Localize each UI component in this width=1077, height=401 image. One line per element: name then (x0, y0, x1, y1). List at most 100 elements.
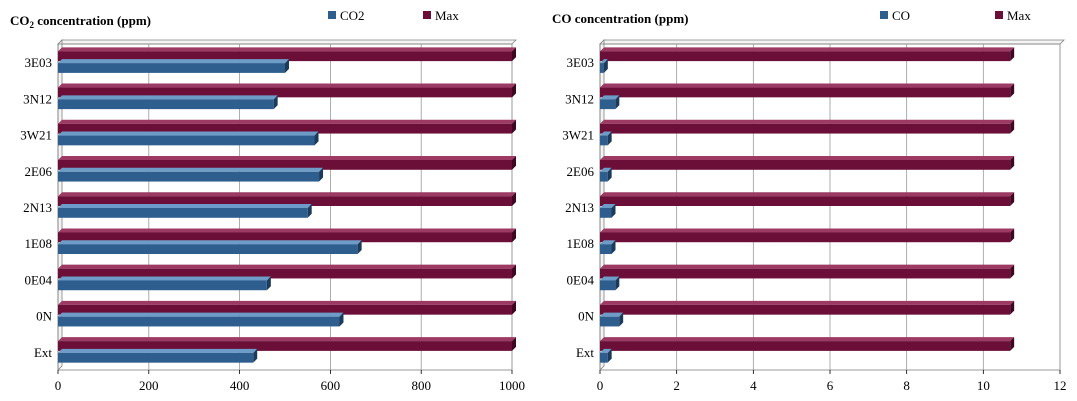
chart1-bar-end-max (1010, 264, 1015, 279)
chart1-bar-co (600, 131, 612, 146)
chart1-bar-end-co (615, 276, 620, 291)
chart1-bar-end-co (611, 204, 616, 218)
chart1-x-tick-label: 2 (673, 378, 680, 393)
chart1-bar-top-co (600, 59, 608, 64)
chart0-bar-top-max (58, 264, 516, 269)
chart0-legend-swatch-max (423, 11, 431, 19)
chart1-bar-end-max (1010, 337, 1015, 351)
chart1-bar-top-co (600, 312, 624, 317)
chart1-bar-end-max (1010, 155, 1015, 170)
chart0-bar-face-co2 (58, 280, 267, 291)
chart1-category-label: Ext (576, 345, 594, 360)
co2-chart-panel: CO2 concentration (ppm) CO2 Max 0 200 400 600 8… (10, 8, 525, 393)
chart0-bar-top-co2 (58, 348, 258, 353)
chart1-bar-end-co (607, 167, 612, 182)
chart1-category-label: 0N (578, 309, 595, 324)
chart0-bar-top-co2 (58, 59, 289, 64)
chart1-bar-co (600, 276, 620, 291)
chart1-bar-end-max (1010, 228, 1015, 243)
chart1-bar-end-max (1010, 192, 1015, 206)
chart0-bar-top-max (58, 300, 516, 305)
chart0-bar-end-co2 (253, 348, 258, 363)
chart0-bar-face-max (58, 51, 512, 62)
chart1-x-tick-label: 10 (977, 378, 990, 393)
chart1-bar-top-max (600, 337, 1015, 342)
chart0-bar-max (58, 300, 516, 315)
chart1-bar-max (600, 47, 1015, 62)
chart0-bar-top-max (58, 47, 516, 52)
chart1-category-label: 3E03 (567, 55, 594, 70)
chart1-bar-top-max (600, 228, 1015, 233)
chart0-category-label: 3W21 (20, 128, 52, 143)
chart0-bar-top-max (58, 192, 516, 197)
chart0-bar-end-max (512, 155, 516, 170)
chart0-bar-co2 (58, 276, 271, 291)
chart1-bar-max (600, 300, 1015, 315)
chart1-bar-top-max (600, 47, 1015, 52)
chart1-bar-face-max (600, 304, 1011, 315)
chart0-bar-top-max (58, 228, 516, 233)
chart0-category-label: 2N13 (23, 200, 52, 215)
chart0-bar-co2 (58, 312, 344, 327)
chart0-bar-max (58, 337, 516, 351)
chart1-bar-end-max (1010, 83, 1015, 98)
chart1-bar-face-max (600, 232, 1011, 243)
chart1-bar-top-max (600, 192, 1015, 197)
chart0-bar-face-max (58, 87, 512, 98)
chart0-bar-face-co2 (58, 316, 340, 327)
chart0-category-label: Ext (34, 345, 52, 360)
chart0-bar-end-max (512, 119, 516, 134)
chart0-bar-top-co2 (58, 312, 344, 317)
chart1-category-label: 3W21 (562, 128, 594, 143)
chart1-bar-face-co (600, 63, 604, 73)
chart1-x-tick-label: 8 (903, 378, 910, 393)
chart1-category-label: 1E08 (567, 236, 594, 251)
chart1-bar-face-co (600, 99, 616, 110)
chart1-bar-max (600, 228, 1015, 243)
chart0-bar-end-co2 (339, 312, 344, 327)
chart0-bar-top-co2 (58, 276, 271, 281)
chart1-bar-face-co (600, 352, 608, 363)
chart1-bar-max (600, 155, 1015, 170)
chart1-bar-top-max (600, 300, 1015, 305)
chart1-x-tick-label: 12 (1054, 378, 1067, 393)
chart1-bar-max (600, 337, 1015, 351)
chart0-bar-top-co2 (58, 167, 324, 172)
chart0-bar-face-max (58, 341, 512, 351)
chart0-bar-end-max (512, 228, 516, 243)
chart0-bar-face-co2 (58, 244, 358, 255)
chart1-top-wall (599, 39, 1065, 45)
chart0-legend-label-co2: CO2 (340, 8, 365, 23)
chart1-bar-top-max (600, 119, 1015, 124)
chart1-bar-face-co (600, 171, 608, 182)
chart0-bar-end-max (512, 300, 516, 315)
chart1-x-tick-label: 6 (827, 378, 834, 393)
chart0-bar-co2 (58, 167, 324, 182)
chart1-title: CO concentration (ppm) (552, 11, 689, 26)
chart1-bar-top-co (600, 276, 620, 281)
chart0-category-label: 1E08 (25, 236, 52, 251)
chart0-bar-end-co2 (319, 167, 324, 182)
chart1-bar-top-co (600, 204, 616, 208)
chart1-bar-end-co (615, 95, 620, 110)
chart1-bar-end-co (603, 59, 608, 73)
chart0-bar-top-max (58, 337, 516, 342)
chart1-bar-top-co (600, 167, 612, 172)
chart0-bar-face-max (58, 232, 512, 243)
co2-chart: CO2 concentration (ppm) CO2 Max 0 200 400 600 8… (10, 8, 525, 393)
chart1-bar-face-max (600, 87, 1011, 98)
chart0-bar-max (58, 119, 516, 134)
chart1-legend-label-co: CO (892, 8, 910, 23)
chart0-bar-end-max (512, 192, 516, 206)
chart0-x-tick-label: 600 (321, 378, 341, 393)
chart0-bar-face-max (58, 123, 512, 134)
chart1-bar-max (600, 119, 1015, 134)
chart1-bar-top-max (600, 155, 1015, 160)
chart0-bar-max (58, 192, 516, 206)
chart1-bar-face-max (600, 51, 1011, 62)
chart0-category-label: 0N (36, 309, 53, 324)
chart0-x-tick-label: 200 (139, 378, 159, 393)
chart0-bar-end-co2 (266, 276, 271, 291)
chart0-bar-end-co2 (357, 240, 362, 255)
chart0-bar-max (58, 264, 516, 279)
